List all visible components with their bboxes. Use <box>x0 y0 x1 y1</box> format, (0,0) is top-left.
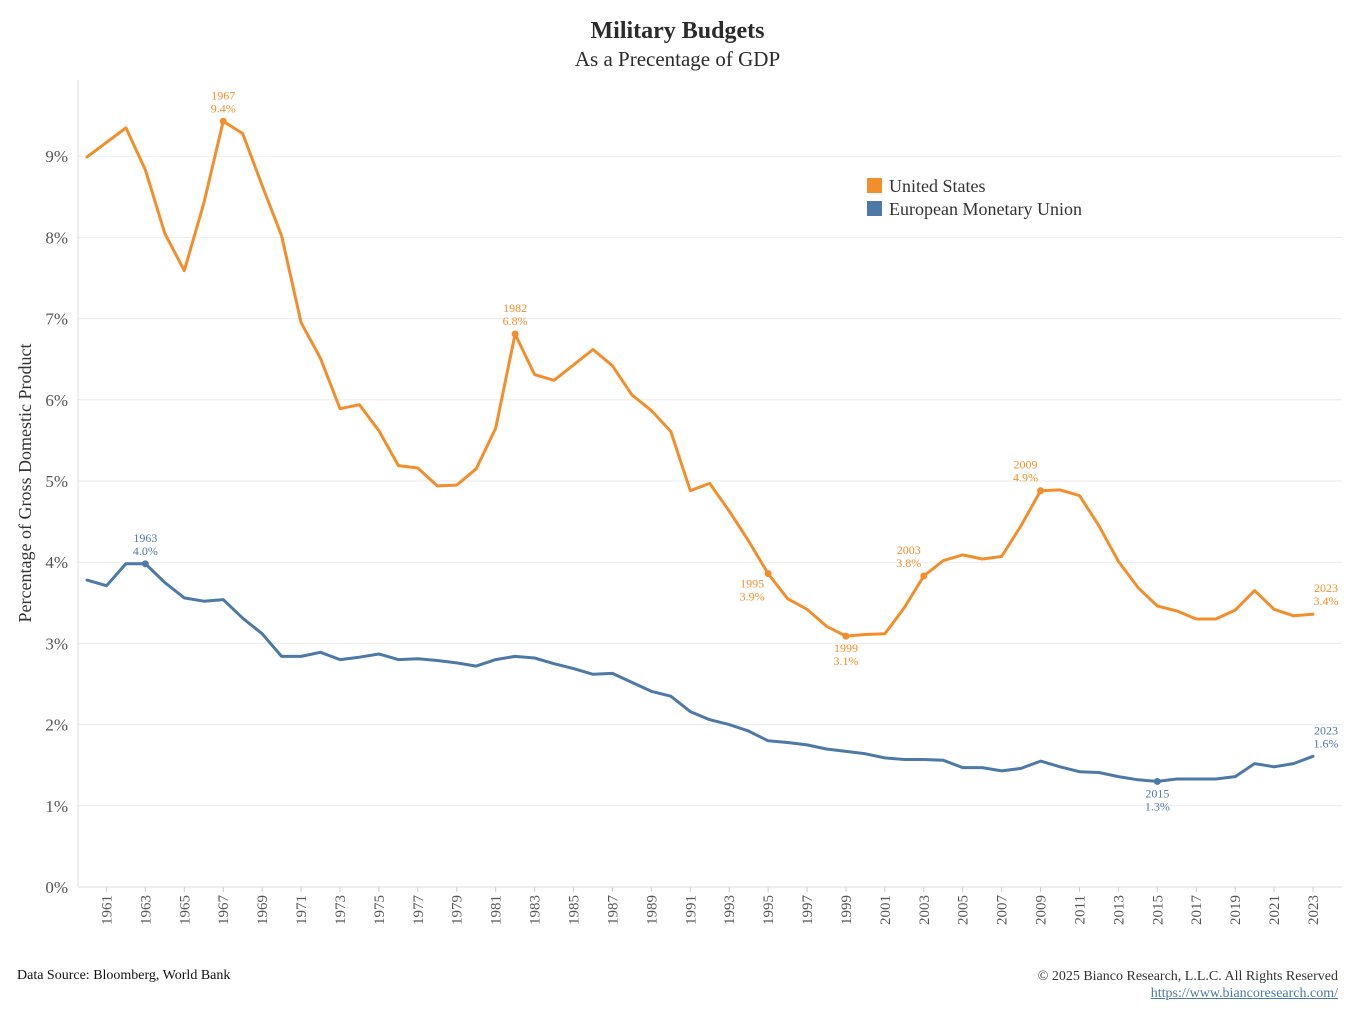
y-tick-label: 3% <box>45 634 68 653</box>
x-tick-label: 1985 <box>567 895 583 925</box>
annotation-value: 3.9% <box>740 590 765 604</box>
y-tick-label: 9% <box>45 147 68 166</box>
x-tick-label: 1973 <box>333 895 349 925</box>
x-tick-label: 1983 <box>528 895 544 925</box>
annotation-value: 1.6% <box>1314 736 1339 750</box>
x-tick-label: 1993 <box>722 895 738 925</box>
x-tick-label: 2023 <box>1306 895 1322 925</box>
y-tick-label: 4% <box>45 553 68 572</box>
annotation-marker <box>511 330 519 338</box>
annotation-marker <box>1037 487 1045 495</box>
annotation-year: 1999 <box>834 641 858 655</box>
annotation-marker <box>842 632 850 640</box>
x-tick-label: 1971 <box>294 895 310 925</box>
legend-label-united-states: United States <box>889 176 986 196</box>
x-tick-label: 1961 <box>99 895 115 925</box>
y-tick-label: 2% <box>45 716 68 735</box>
annotation-year: 1963 <box>133 531 157 545</box>
x-tick-label: 1999 <box>839 895 855 925</box>
x-tick-label: 2015 <box>1150 895 1166 925</box>
x-tick-label: 1995 <box>761 895 777 925</box>
y-tick-label: 6% <box>45 391 68 410</box>
x-tick-label: 2009 <box>1034 895 1050 925</box>
y-tick-label: 0% <box>45 878 68 897</box>
legend-swatch-emu <box>867 201 882 216</box>
legend-swatch-united-states <box>867 178 882 193</box>
annotation-year: 1967 <box>211 88 235 102</box>
x-tick-label: 2013 <box>1111 895 1127 925</box>
x-tick-label: 2021 <box>1267 895 1283 925</box>
annotation-year: 1995 <box>740 577 764 591</box>
x-tick-label: 2007 <box>995 895 1011 926</box>
annotation-value: 9.4% <box>211 101 236 115</box>
x-axis-ticks: 1961 1963 1965 1967 1969 1971 1973 1975 1977 1979… <box>99 887 1322 925</box>
website-link[interactable]: https://www.biancoresearch.com/ <box>1150 986 1338 1001</box>
series-line-united-states <box>85 119 1315 638</box>
annotation-year: 2003 <box>897 543 921 557</box>
x-tick-label: 1991 <box>683 895 699 925</box>
annotation-value: 4.9% <box>1013 471 1038 485</box>
y-tick-label: 7% <box>45 310 68 329</box>
legend: United States European Monetary Union <box>867 176 1082 219</box>
annotation-year: 1982 <box>503 301 527 315</box>
annotation-marker <box>219 117 227 125</box>
x-tick-label: 1967 <box>216 895 232 926</box>
annotation-value: 4.0% <box>133 544 158 558</box>
y-tick-label: 5% <box>45 472 68 491</box>
legend-label-emu: European Monetary Union <box>889 199 1082 219</box>
x-tick-label: 1969 <box>255 895 271 925</box>
x-tick-label: 2011 <box>1072 895 1088 924</box>
series-lines <box>85 119 1315 783</box>
x-tick-label: 1977 <box>411 895 427 926</box>
line-chart: 0%1%2%3%4%5%6%7%8%9% 1961 1963 1965 1967 196… <box>15 80 1342 925</box>
grid-lines <box>78 155 1342 807</box>
annotation-year: 2015 <box>1145 786 1169 800</box>
annotation-marker <box>764 570 772 578</box>
annotation-year: 2009 <box>1014 458 1038 472</box>
data-source: Data Source: Bloomberg, World Bank <box>17 968 231 983</box>
annotation-value: 1.3% <box>1145 799 1170 813</box>
x-tick-label: 1981 <box>489 895 505 925</box>
x-tick-label: 1997 <box>800 895 816 926</box>
y-tick-label: 8% <box>45 228 68 247</box>
chart-subtitle: As a Precentage of GDP <box>574 47 781 71</box>
x-tick-label: 1979 <box>450 895 466 925</box>
footer-credits: © 2025 Bianco Research, L.L.C. All Right… <box>1038 968 1338 1002</box>
x-tick-label: 2005 <box>956 895 972 925</box>
annotation-value: 3.4% <box>1314 594 1339 608</box>
annotation-value: 6.8% <box>503 314 528 328</box>
x-tick-label: 1975 <box>372 895 388 925</box>
x-tick-label: 2001 <box>878 895 894 925</box>
chart-title: Military Budgets <box>590 18 765 44</box>
annotation-marker <box>1153 777 1161 785</box>
y-tick-label: 1% <box>45 797 68 816</box>
annotation-value: 3.1% <box>833 654 858 668</box>
annotation-marker <box>920 572 928 580</box>
x-tick-label: 1963 <box>138 895 154 925</box>
x-tick-label: 1987 <box>605 895 621 926</box>
x-tick-label: 2003 <box>917 895 933 925</box>
annotation-marker <box>141 560 149 568</box>
annotation-value: 3.8% <box>896 556 921 570</box>
x-tick-label: 1989 <box>644 895 660 925</box>
axes <box>77 80 1342 888</box>
annotation-year: 2023 <box>1314 581 1338 595</box>
annotation-year: 2023 <box>1314 723 1338 737</box>
y-axis-ticks: 0% 1% 2% 3% 4% 5% 6% 7% 8% 9% <box>45 147 68 897</box>
x-tick-label: 1965 <box>177 895 193 925</box>
x-tick-label: 2019 <box>1228 895 1244 925</box>
y-axis-label: Percentage of Gross Domestic Product <box>15 344 35 623</box>
series-line-emu <box>85 562 1315 783</box>
x-tick-label: 2017 <box>1189 895 1205 926</box>
copyright-text: © 2025 Bianco Research, L.L.C. All Right… <box>1037 969 1338 984</box>
